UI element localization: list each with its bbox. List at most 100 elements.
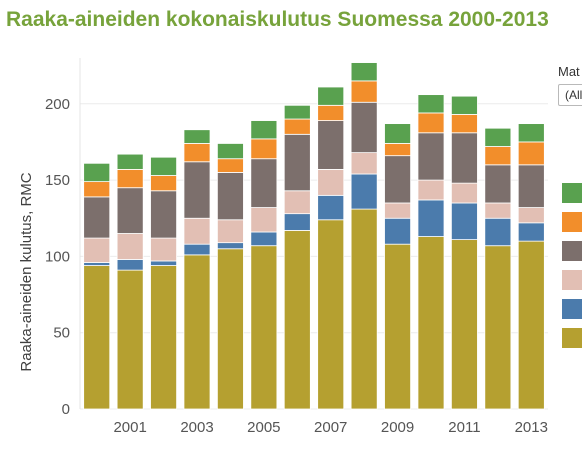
legend-swatch-0[interactable] [562, 183, 582, 203]
material-filter-select[interactable]: (All [558, 84, 582, 106]
bar-segment-2004-2[interactable] [216, 219, 244, 244]
bar-segment-2004-5[interactable] [216, 143, 244, 160]
bar-segment-2004-0[interactable] [216, 248, 244, 410]
bar-segment-2012-1[interactable] [484, 217, 512, 247]
bar-segment-2010-4[interactable] [417, 112, 445, 134]
bar-segment-2003-1[interactable] [183, 243, 211, 256]
bar-segment-2003-3[interactable] [183, 161, 211, 219]
bar-segment-2013-5[interactable] [517, 123, 545, 143]
bar-segment-2012-4[interactable] [484, 146, 512, 166]
bar-segment-2006-5[interactable] [283, 104, 311, 120]
bar-segment-2007-2[interactable] [317, 168, 345, 196]
bar-segment-2008-1[interactable] [350, 173, 378, 210]
chart-legend[interactable] [562, 183, 582, 348]
bar-segment-2013-1[interactable] [517, 222, 545, 242]
bar-segment-2009-3[interactable] [384, 155, 411, 204]
bar-segment-2000-0[interactable] [83, 265, 111, 410]
bar-segment-2009-5[interactable] [384, 123, 411, 144]
bar-segment-2004-1[interactable] [216, 242, 244, 250]
bar-segment-2009-0[interactable] [384, 243, 411, 410]
page-title: Raaka-aineiden kokonaiskulutus Suomessa … [6, 8, 549, 31]
bar-segment-2000-4[interactable] [83, 181, 111, 198]
bar-segment-2002-0[interactable] [150, 265, 177, 410]
bar-segment-2012-5[interactable] [484, 127, 512, 147]
bar-segment-2010-5[interactable] [417, 94, 445, 114]
bar-segment-2005-0[interactable] [250, 245, 278, 410]
bar-segment-2001-1[interactable] [116, 259, 144, 271]
bar-segment-2001-3[interactable] [116, 187, 144, 234]
bar-segment-2007-5[interactable] [317, 86, 345, 106]
y-tick-label: 100 [45, 248, 70, 265]
bar-segment-2000-2[interactable] [83, 237, 111, 263]
bar-segment-2007-4[interactable] [317, 104, 345, 121]
bar-segment-2008-2[interactable] [350, 152, 378, 175]
bar-segment-2009-4[interactable] [384, 143, 411, 157]
bar-segment-2012-3[interactable] [484, 164, 512, 204]
bar-segment-2011-4[interactable] [450, 114, 478, 134]
bar-segment-2008-5[interactable] [350, 62, 378, 82]
legend-swatch-4[interactable] [562, 299, 582, 319]
bar-segment-2009-2[interactable] [384, 202, 411, 219]
bar-segment-2009-1[interactable] [384, 217, 411, 245]
legend-swatch-2[interactable] [562, 241, 582, 261]
bar-segment-2008-0[interactable] [350, 208, 378, 410]
bar-segment-2008-4[interactable] [350, 80, 378, 103]
bar-segment-2004-3[interactable] [216, 172, 244, 221]
legend-swatch-3[interactable] [562, 270, 582, 290]
bar-segment-2002-2[interactable] [150, 237, 177, 262]
bar-segment-2005-4[interactable] [250, 138, 278, 160]
bar-segment-2007-1[interactable] [317, 194, 345, 221]
bar-segment-2002-4[interactable] [150, 175, 177, 192]
bar-segment-2002-1[interactable] [150, 260, 177, 266]
legend-swatch-5[interactable] [562, 328, 582, 348]
bar-segment-2005-5[interactable] [250, 120, 278, 140]
bar-segment-2006-0[interactable] [283, 230, 311, 410]
x-tick-label: 2013 [515, 419, 548, 436]
x-tick-label: 2011 [448, 419, 480, 436]
bar-segment-2008-3[interactable] [350, 101, 378, 154]
bar-segment-2005-1[interactable] [250, 231, 278, 247]
bar-segment-2011-1[interactable] [450, 202, 478, 241]
bar-segment-2006-2[interactable] [283, 190, 311, 215]
bar-segment-2007-3[interactable] [317, 120, 345, 170]
bar-segment-2000-5[interactable] [83, 162, 111, 183]
bar-segment-2010-2[interactable] [417, 179, 445, 201]
bar-segment-2011-3[interactable] [450, 132, 478, 184]
bar-segment-2006-4[interactable] [283, 118, 311, 135]
y-tick-label: 50 [53, 325, 70, 342]
bar-segment-2012-0[interactable] [484, 245, 512, 410]
bar-segment-2000-3[interactable] [83, 196, 111, 239]
bar-segment-2005-2[interactable] [250, 207, 278, 233]
bar-segment-2003-4[interactable] [183, 143, 211, 163]
y-axis-label: Raaka-aineiden kulutus, RMC [18, 172, 35, 371]
bar-segment-2001-0[interactable] [116, 269, 144, 410]
bar-segment-2013-0[interactable] [517, 240, 545, 410]
bar-segment-2001-5[interactable] [116, 153, 144, 170]
bar-segment-2000-1[interactable] [83, 262, 111, 266]
bar-segment-2006-3[interactable] [283, 133, 311, 192]
bar-segment-2003-2[interactable] [183, 217, 211, 245]
bar-segment-2013-2[interactable] [517, 207, 545, 224]
bar-segment-2003-0[interactable] [183, 254, 211, 410]
bar-segment-2011-0[interactable] [450, 239, 478, 410]
legend-swatch-1[interactable] [562, 212, 582, 232]
bar-segment-2003-5[interactable] [183, 129, 211, 144]
bar-segment-2010-1[interactable] [417, 199, 445, 237]
bar-segment-2004-4[interactable] [216, 158, 244, 173]
bar-segment-2010-3[interactable] [417, 132, 445, 181]
bar-segment-2001-4[interactable] [116, 168, 144, 189]
bar-segment-2011-2[interactable] [450, 182, 478, 204]
bar-segment-2005-3[interactable] [250, 158, 278, 208]
bar-segment-2007-0[interactable] [317, 219, 345, 410]
bar-segment-2001-2[interactable] [116, 233, 144, 260]
bar-segment-2013-4[interactable] [517, 141, 545, 166]
bar-segment-2006-1[interactable] [283, 213, 311, 231]
bar-segment-2013-3[interactable] [517, 164, 545, 208]
bar-segment-2011-5[interactable] [450, 95, 478, 115]
bar-segment-2002-3[interactable] [150, 190, 177, 239]
bar-segment-2010-0[interactable] [417, 236, 445, 410]
bar-segment-2002-5[interactable] [150, 156, 177, 176]
bar-segment-2012-2[interactable] [484, 202, 512, 219]
